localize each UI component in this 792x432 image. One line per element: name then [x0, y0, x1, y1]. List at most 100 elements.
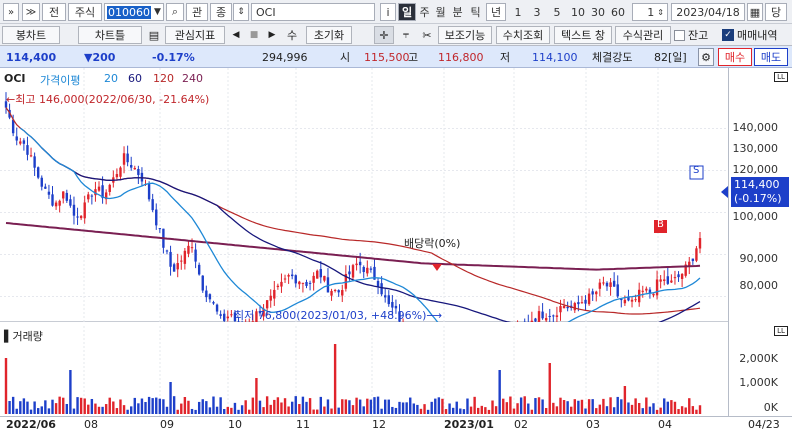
sell-button[interactable]: 매도	[754, 48, 788, 66]
spinner-icon[interactable]: ⇕	[233, 3, 249, 21]
x-tick: 04	[658, 418, 672, 431]
candle-body	[394, 305, 398, 309]
today-button[interactable]: 당	[765, 3, 787, 21]
candle-body	[83, 202, 86, 219]
indicator-button[interactable]: 관심지표	[165, 26, 225, 44]
text-window-button[interactable]: 텍스트 창	[554, 26, 612, 44]
info-button[interactable]: i	[380, 3, 396, 21]
volume-bar	[54, 403, 58, 414]
spinner-icon[interactable]: ⇕	[657, 7, 664, 17]
chart-frame-button[interactable]: 차트틀	[78, 26, 142, 44]
save-icon[interactable]: ▤	[148, 28, 160, 42]
interval-1[interactable]: 1	[514, 5, 522, 19]
interval-30[interactable]: 30	[591, 5, 605, 19]
period-minute-tab[interactable]: 분	[452, 6, 463, 19]
candle-body	[223, 313, 226, 321]
candle-body	[290, 274, 294, 277]
candle-body	[36, 167, 40, 178]
volume-bar	[509, 396, 512, 414]
volume-bar	[162, 399, 165, 414]
reset-button[interactable]: 초기화	[306, 26, 352, 44]
fork-icon[interactable]: ⫧	[402, 28, 410, 41]
volume-bar	[130, 406, 133, 414]
interval-5[interactable]: 5	[553, 5, 561, 19]
volume-bar	[419, 408, 423, 414]
chevron-down-icon[interactable]: ▼	[154, 7, 161, 17]
ranking-button[interactable]: 종	[210, 3, 232, 21]
candle-body	[219, 314, 222, 316]
volume-bar	[416, 404, 419, 414]
candle-body	[620, 298, 623, 301]
next-icon[interactable]: ▶	[268, 30, 276, 40]
legend-indicator[interactable]: 가격이평	[40, 74, 81, 87]
prefix-button[interactable]: 전	[42, 3, 66, 21]
volume-bar	[584, 408, 587, 414]
date-input[interactable]: 2023/04/18	[671, 3, 745, 21]
volume-bar	[244, 400, 247, 414]
period-month-tab[interactable]: 월	[435, 6, 446, 19]
su-button[interactable]: 수	[286, 29, 298, 42]
low-annotation: 최저 76,800(2023/01/03, +48.96%)⟶	[234, 309, 443, 322]
x-tick: 08	[84, 418, 98, 431]
candle-body	[344, 274, 348, 289]
volume-bar	[430, 401, 433, 414]
volume-bar	[566, 401, 569, 414]
back-icon[interactable]: ◀	[232, 30, 240, 40]
scissors-icon[interactable]: ✂	[422, 28, 432, 42]
volume-bar	[4, 358, 8, 414]
volume-bar	[294, 396, 297, 414]
volume-bar	[165, 406, 169, 414]
legend-ma240[interactable]: 240	[182, 72, 203, 85]
expand-volume-icon[interactable]: LL	[774, 326, 788, 336]
candle-body	[79, 215, 83, 219]
legend-ma20[interactable]: 20	[104, 72, 118, 85]
code-input[interactable]: 010060 ▼	[104, 3, 164, 21]
candle-body	[695, 248, 698, 261]
legend-ma120[interactable]: 120	[153, 72, 174, 85]
gear-icon[interactable]: ⚙	[698, 48, 714, 66]
trade-checkbox[interactable]: ✓	[722, 29, 734, 41]
volume-bar	[591, 399, 594, 414]
volume-bar	[652, 403, 655, 414]
volume-bar	[387, 399, 390, 414]
watchlist-button[interactable]: 관	[186, 3, 208, 21]
expand-panel-icon[interactable]: LL	[774, 72, 788, 82]
count-input[interactable]: 1 ⇕	[632, 3, 668, 21]
candle-body	[648, 289, 652, 293]
period-day-tab[interactable]: 일	[398, 3, 416, 21]
volume-bar	[323, 406, 326, 414]
trade-history-toggle[interactable]: ✓ 매매내역	[722, 26, 790, 44]
candle-chart-button[interactable]: 봉차트	[2, 26, 60, 44]
volume-bar	[537, 397, 541, 414]
value-lookup-button[interactable]: 수치조회	[496, 26, 550, 44]
buy-button[interactable]: 매수	[718, 48, 752, 66]
candle-body	[233, 312, 237, 322]
crosshair-icon[interactable]: ✛	[374, 26, 394, 44]
interval-10[interactable]: 10	[571, 5, 585, 19]
search-icon[interactable]: ⌕	[166, 3, 184, 21]
balance-checkbox[interactable]	[674, 29, 685, 41]
candle-body	[122, 153, 126, 165]
market-selector[interactable]: 주식	[68, 3, 102, 21]
formula-manage-button[interactable]: 수식관리	[615, 26, 671, 44]
volume-bar	[462, 409, 466, 414]
interval-60[interactable]: 60	[611, 5, 625, 19]
candle-body	[72, 204, 76, 216]
balance-toggle[interactable]: 잔고	[674, 26, 722, 44]
stop-icon[interactable]: ■	[249, 30, 259, 40]
period-year-tab[interactable]: 년	[486, 3, 506, 21]
legend-ma60[interactable]: 60	[128, 72, 142, 85]
candle-body	[326, 277, 330, 293]
period-week-tab[interactable]: 주	[419, 6, 430, 19]
period-tick-tab[interactable]: 틱	[470, 6, 481, 19]
volume-bar	[172, 396, 176, 414]
expand-button[interactable]: »	[3, 3, 19, 21]
y-tick: 90,000	[739, 252, 779, 265]
volume-bar	[330, 408, 333, 414]
scroll-up-button[interactable]: ≫	[22, 3, 40, 21]
aux-function-button[interactable]: 보조기능	[438, 26, 492, 44]
calendar-icon[interactable]: ▦	[747, 3, 763, 21]
volume-bar	[659, 407, 662, 414]
volume-bar	[269, 404, 272, 414]
interval-3[interactable]: 3	[533, 5, 541, 19]
